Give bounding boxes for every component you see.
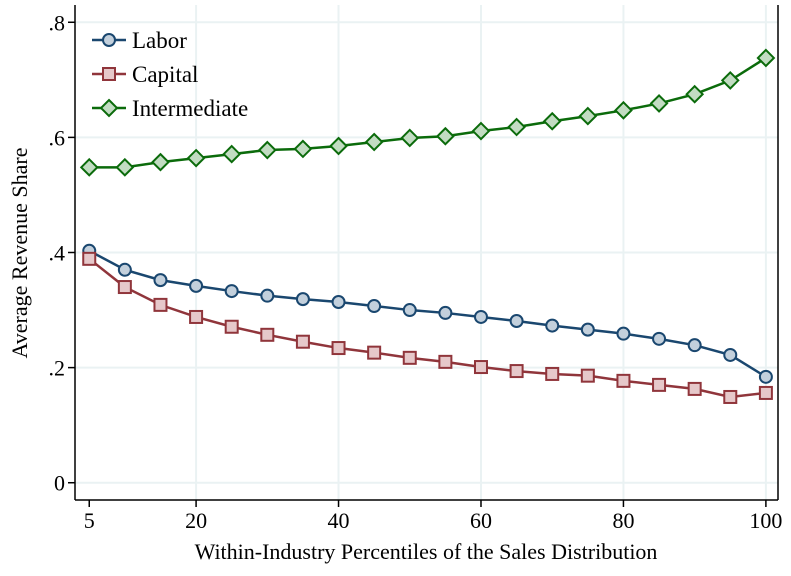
intermediate-point xyxy=(614,100,633,120)
intermediate-point xyxy=(186,148,206,168)
labor-point xyxy=(224,284,239,299)
labor-point xyxy=(580,322,595,337)
legend-label-capital: Capital xyxy=(132,62,198,87)
capital-line xyxy=(88,257,767,399)
legend-label-labor: Labor xyxy=(132,28,187,53)
labor-point xyxy=(260,288,275,303)
labor-point xyxy=(367,299,382,314)
capital-point xyxy=(723,389,738,404)
intermediate-point xyxy=(720,70,740,90)
labor-point xyxy=(189,278,204,293)
y-tick-label: .2 xyxy=(49,356,66,381)
intermediate-point xyxy=(329,136,348,156)
capital-point xyxy=(580,368,595,383)
labor-point xyxy=(402,303,417,318)
labor-point xyxy=(616,326,631,341)
labor-point xyxy=(153,273,168,288)
capital-point xyxy=(224,319,239,334)
labor-point xyxy=(295,292,310,307)
legend-label-intermediate: Intermediate xyxy=(132,96,248,121)
y-tick-label: 0 xyxy=(54,471,65,496)
labor-point xyxy=(473,309,488,324)
y-tick-label: .4 xyxy=(49,241,66,266)
labor-point xyxy=(723,347,738,362)
intermediate-point xyxy=(257,140,277,160)
intermediate-point xyxy=(685,84,705,104)
intermediate-point xyxy=(79,157,99,177)
capital-point xyxy=(367,345,382,360)
x-tick-label: 100 xyxy=(749,508,782,533)
x-tick-label: 5 xyxy=(84,508,95,533)
intermediate-point xyxy=(400,128,420,148)
intermediate-point xyxy=(364,132,384,152)
labor-point xyxy=(652,331,667,346)
x-axis-label: Within-Industry Percentiles of the Sales… xyxy=(195,539,658,564)
intermediate-point xyxy=(649,94,669,113)
capital-point xyxy=(295,334,310,349)
intermediate-point xyxy=(115,157,135,177)
capital-point xyxy=(189,309,204,324)
x-tick-label: 60 xyxy=(470,508,492,533)
capital-point xyxy=(509,364,524,379)
y-tick-label: .8 xyxy=(49,10,66,35)
intermediate-point xyxy=(578,106,598,126)
y-axis-label: Average Revenue Share xyxy=(7,148,32,359)
x-tick-label: 40 xyxy=(328,508,350,533)
legend-marker-intermediate xyxy=(99,98,119,118)
legend-marker-capital xyxy=(102,67,116,81)
capital-point xyxy=(545,366,560,381)
intermediate-point xyxy=(293,139,313,159)
intermediate-point xyxy=(222,144,242,164)
intermediate-point xyxy=(435,126,455,146)
y-tick-label: .6 xyxy=(49,125,66,150)
capital-point xyxy=(652,377,667,392)
intermediate-point xyxy=(507,117,527,137)
intermediate-point xyxy=(471,121,491,141)
capital-point xyxy=(402,350,417,365)
labor-point xyxy=(758,369,773,384)
capital-point xyxy=(331,341,346,356)
intermediate-point xyxy=(542,111,562,131)
capital-point xyxy=(473,360,488,375)
capital-point xyxy=(687,381,702,396)
intermediate-point xyxy=(756,48,776,68)
labor-point xyxy=(117,262,132,277)
capital-point xyxy=(260,327,275,342)
capital-point xyxy=(758,385,773,400)
labor-point xyxy=(331,295,346,309)
x-tick-label: 20 xyxy=(185,508,207,533)
labor-point xyxy=(687,338,702,353)
capital-point xyxy=(153,297,168,312)
capital-point xyxy=(117,280,132,295)
capital-point xyxy=(438,354,453,369)
labor-point xyxy=(509,313,524,328)
legend-marker-labor xyxy=(102,33,116,47)
labor-point xyxy=(438,305,453,320)
x-tick-label: 80 xyxy=(612,508,634,533)
labor-point xyxy=(545,318,560,333)
capital-point xyxy=(82,251,97,266)
intermediate-point xyxy=(151,152,170,172)
capital-point xyxy=(616,373,631,388)
